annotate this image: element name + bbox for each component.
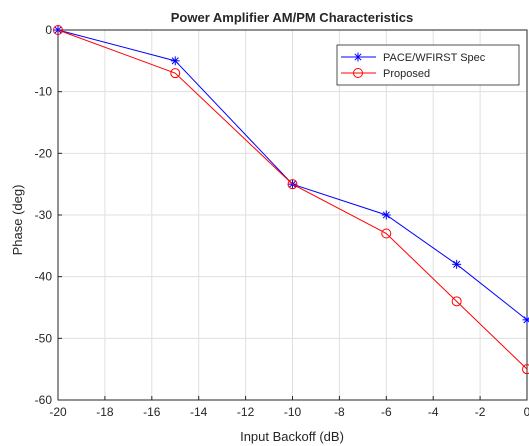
x-tick-label: -12 — [237, 405, 255, 419]
y-tick-label: -40 — [35, 270, 53, 284]
chart-title: Power Amplifier AM/PM Characteristics — [171, 10, 414, 25]
series-2 — [53, 25, 529, 375]
data-point — [522, 364, 529, 375]
y-tick-label: -50 — [35, 331, 53, 345]
x-tick-label: 0 — [524, 405, 529, 419]
data-point — [381, 228, 392, 239]
y-tick-label: -30 — [35, 208, 53, 222]
y-tick-label: -60 — [35, 393, 53, 407]
data-point — [522, 315, 529, 325]
x-tick-label: -18 — [96, 405, 114, 419]
data-point — [53, 25, 63, 35]
y-tick-label: -10 — [35, 85, 53, 99]
x-tick-label: -6 — [381, 405, 392, 419]
x-tick-label: -8 — [334, 405, 345, 419]
legend-marker-series-1 — [353, 52, 363, 62]
x-axis-label: Input Backoff (dB) — [240, 429, 344, 444]
legend-marker — [353, 68, 363, 78]
x-tick-label: -4 — [428, 405, 439, 419]
legend-marker-series-2 — [353, 68, 363, 78]
legend-box — [336, 44, 520, 86]
x-tick-label: -14 — [190, 405, 208, 419]
series-layer — [53, 25, 529, 375]
legend-marker — [353, 52, 363, 62]
data-point — [381, 210, 391, 220]
data-point — [170, 68, 181, 79]
x-tick-label: -20 — [49, 405, 67, 419]
x-tick-label: -10 — [284, 405, 302, 419]
legend-label-series-2: Proposed — [383, 68, 430, 80]
y-tick-label: 0 — [45, 23, 52, 37]
grid — [57, 29, 528, 401]
legend-label-series-1: PACE/WFIRST Spec — [383, 52, 486, 64]
x-tick-label: -2 — [475, 405, 486, 419]
data-point — [452, 259, 462, 269]
x-axis: -20 -18 -16 -14 -12 -10 -8 -6 -4 -2 0 — [49, 396, 529, 419]
x-tick-label: -16 — [143, 405, 161, 419]
series-line — [57, 29, 528, 370]
data-point — [287, 179, 298, 190]
data-point — [451, 296, 462, 307]
y-axis: 0 -10 -20 -30 -40 -50 -60 — [35, 23, 62, 407]
y-tick-label: -20 — [35, 146, 53, 160]
series-line — [57, 29, 528, 321]
data-point — [170, 56, 180, 66]
legend: PACE/WFIRST Spec Proposed — [336, 44, 520, 86]
y-axis-label: Phase (deg) — [10, 185, 25, 256]
